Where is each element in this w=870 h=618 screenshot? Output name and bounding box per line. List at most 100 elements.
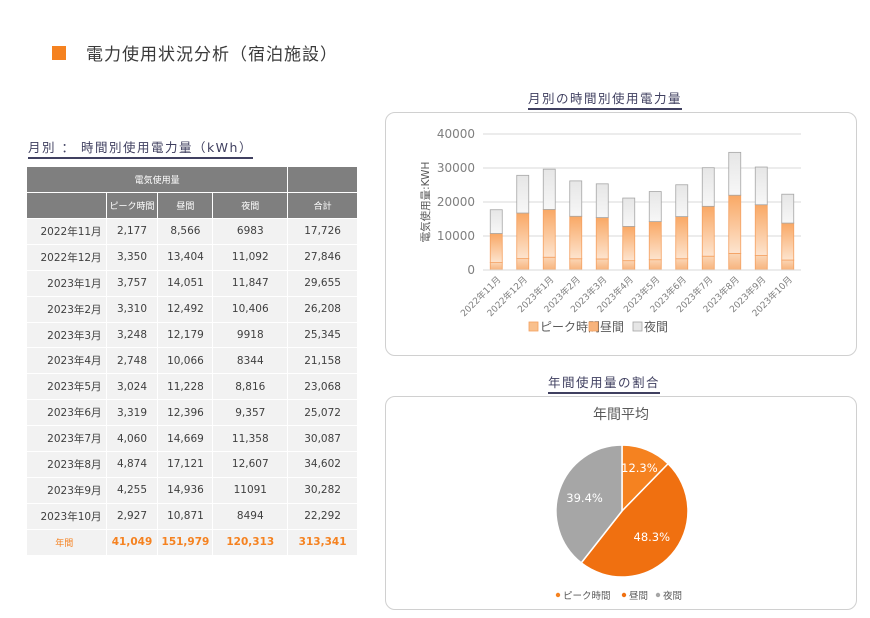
bar-segment [489,233,503,263]
bar-segment [675,184,689,217]
pie-chart-panel: 年間平均 12.3% 48.3% 39.4% ピーク時間 昼間 夜間 [385,396,857,610]
cell-night: 11091 [212,476,289,504]
cell-day: 12,492 [157,295,214,323]
bar-segment [569,180,583,217]
cell-total: 17,726 [287,218,358,245]
table-row: 2023年4月 2,748 10,066 8344 21,158 [26,347,358,375]
legend-label: 昼間 [629,591,648,602]
bar-segment [648,259,662,271]
bar-segment [728,253,742,271]
bar-segment [569,258,583,271]
table-row: 2023年2月 3,310 12,492 10,406 26,208 [26,295,358,323]
cell-total: 22,292 [287,502,358,530]
cell-peak: 4,255 [105,476,159,504]
bar-segment [542,209,556,258]
legend-dot [621,592,627,598]
bar-segment [701,255,715,271]
cell-month: 2023年1月 [26,269,107,297]
page-title: 電力使用状況分析（宿泊施設） [86,45,338,65]
cell-day: 14,936 [157,476,214,504]
cell-total: 313,341 [287,528,358,556]
legend-swatch [528,321,539,332]
bar-segment [595,183,609,218]
cell-peak: 2,927 [105,502,159,530]
bar-segment [542,168,556,210]
cell-day: 8,566 [157,218,214,245]
legend-label: ピーク時間 [540,320,600,334]
day-header: 昼間 [157,192,214,219]
cell-total: 27,846 [287,243,358,271]
bar-chart: 010000200003000040000電気使用量:KWH2022年11月20… [419,127,801,334]
pie-slice [555,444,623,564]
table-row: 2023年8月 4,874 17,121 12,607 34,602 [26,451,358,478]
bar-segment [622,197,636,227]
bar-segment [542,256,556,271]
cell-month: 2023年5月 [26,373,107,401]
page-header: 電力使用状況分析（宿泊施設） [52,40,338,65]
title-square-icon [52,45,66,60]
usage-table: 電気使用量 ピーク時間 昼間 夜間 合計 2022年11月 2,177 8,566 6… [25,166,358,556]
bar-segment [728,151,742,196]
pie-data-label: 39.4% [566,491,603,505]
pie-slice [580,462,689,578]
cell-month: 2023年2月 [26,295,107,323]
pie-chart: 年間平均 12.3% 48.3% 39.4% ピーク時間 昼間 夜間 [555,407,689,602]
bar-segment [595,217,609,260]
cell-peak: 4,060 [105,425,159,453]
bar-segment [489,262,503,271]
cell-night: 120,313 [212,528,289,556]
bar-segment [489,209,503,234]
cell-month: 2023年8月 [26,451,107,478]
cell-peak: 3,024 [105,373,159,401]
cell-peak: 3,757 [105,269,159,297]
cell-night: 9918 [212,321,289,349]
total-header: 合計 [287,192,358,219]
table-row: 2023年6月 3,319 12,396 9,357 25,072 [26,399,358,427]
cell-peak: 3,248 [105,321,159,349]
bar-segment [516,258,530,271]
bar-segment [516,174,530,214]
cell-night: 8494 [212,502,289,530]
y-tick-label: 10000 [437,229,475,243]
y-tick-label: 30000 [437,161,475,175]
y-tick-label: 0 [467,263,475,277]
legend-label: ピーク時間 [563,591,611,602]
cell-total: 26,208 [287,295,358,323]
bar-segment [675,216,689,260]
legend-label: 昼間 [600,320,624,334]
cell-night: 12,607 [212,451,289,478]
cell-peak: 4,874 [105,451,159,478]
cell-peak: 3,319 [105,399,159,427]
group-header: 電気使用量 [25,166,289,193]
bar-segment [569,215,583,260]
table-header-row: ピーク時間 昼間 夜間 合計 [26,192,358,219]
cell-day: 14,051 [157,269,214,297]
bar-segment [648,221,662,261]
cell-peak: 3,310 [105,295,159,323]
bar-segment [516,212,530,260]
bar-segment [781,259,795,271]
cell-month: 2022年12月 [26,243,107,271]
cell-day: 14,669 [157,425,214,453]
blank-header [287,166,358,193]
table-row: 2022年11月 2,177 8,566 6983 17,726 [26,218,358,245]
bar-segment [781,222,795,261]
table-row: 2022年12月 3,350 13,404 11,092 27,846 [26,243,358,271]
cell-peak: 3,350 [105,243,159,271]
bar-segment [622,226,636,262]
cell-total: 34,602 [287,451,358,478]
legend-dot [655,592,661,598]
bar-segment [754,204,768,256]
cell-month: 年間 [26,528,107,556]
legend-label: 夜間 [644,319,668,334]
bar-segment [622,260,636,271]
cell-month: 2023年6月 [26,399,107,427]
cell-night: 9,357 [212,399,289,427]
cell-month: 2023年9月 [26,476,107,504]
table-row: 2023年10月 2,927 10,871 8494 22,292 [26,502,358,530]
cell-month: 2023年4月 [26,347,107,375]
bar-segment [701,205,715,257]
cell-night: 8,816 [212,373,289,401]
legend-dot [555,592,561,598]
cell-month: 2023年7月 [26,425,107,453]
